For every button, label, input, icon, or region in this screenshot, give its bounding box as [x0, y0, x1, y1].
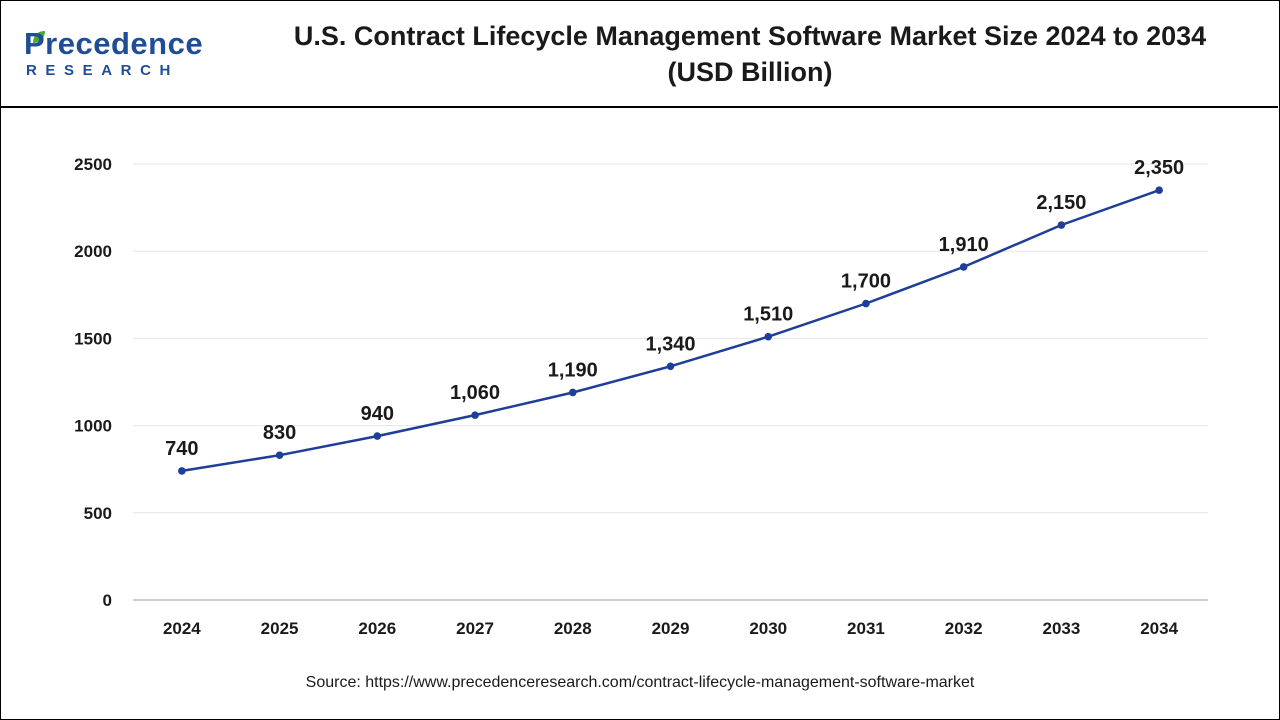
data-point	[471, 411, 479, 419]
header: Precedence RESEARCH U.S. Contract Lifecy…	[0, 0, 1278, 108]
x-tick-label: 2027	[456, 619, 494, 638]
x-tick-label: 2034	[1140, 619, 1178, 638]
data-label: 2,350	[1134, 157, 1184, 179]
data-point	[275, 451, 284, 460]
data-label: 830	[263, 422, 296, 444]
series-line	[181, 189, 1160, 473]
chart-title: U.S. Contract Lifecycle Management Softw…	[250, 18, 1250, 90]
grid-lines	[133, 163, 1208, 514]
data-labels: 740 830 940 1,060 1,190 1,340 1,510 1,700 1,910 2…	[165, 157, 1184, 460]
x-tick-label: 2033	[1042, 619, 1080, 638]
data-point	[178, 467, 186, 475]
x-tick-label: 2030	[749, 619, 787, 638]
data-point	[1057, 221, 1066, 229]
data-label: 1,340	[645, 333, 695, 355]
data-points	[178, 186, 1163, 475]
x-tick-label: 2024	[163, 619, 201, 638]
data-point	[666, 362, 675, 371]
x-tick-label: 2025	[261, 619, 299, 638]
line-chart: 0 500 1000 1500 2000 2500 2024 2025 2026 2027 2028…	[74, 155, 1208, 638]
y-tick-label: 1500	[74, 329, 112, 348]
y-tick-label: 2000	[74, 242, 112, 261]
series-line-layer	[181, 189, 1160, 473]
x-tick-label: 2032	[945, 619, 983, 638]
data-label: 940	[361, 403, 394, 425]
x-tick-label: 2031	[847, 619, 885, 638]
logo-main-text: Precedence	[24, 26, 204, 61]
y-tick-label: 1000	[74, 417, 112, 436]
data-label: 2,150	[1036, 192, 1086, 214]
data-label: 1,910	[939, 234, 989, 256]
x-tick-label: 2028	[554, 619, 592, 638]
data-label: 1,510	[743, 304, 793, 326]
chart-title-line1: U.S. Contract Lifecycle Management Softw…	[293, 21, 1207, 51]
logo-sub-text: RESEARCH	[26, 62, 179, 79]
data-label: 1,060	[450, 382, 500, 404]
data-point	[959, 263, 968, 271]
y-tick-label: 500	[84, 504, 112, 523]
source-note: Source: https://www.precedenceresearch.c…	[305, 674, 975, 691]
data-point	[764, 332, 773, 341]
x-tick-label: 2029	[652, 619, 690, 638]
data-point	[373, 432, 382, 440]
y-tick-label: 0	[103, 591, 112, 610]
data-point	[568, 388, 577, 397]
chart-title-line2: (USD Billion)	[667, 57, 833, 87]
y-tick-label: 2500	[74, 155, 112, 174]
data-label: 1,190	[548, 359, 598, 381]
leaf-icon	[33, 31, 45, 43]
x-tick-label: 2026	[358, 619, 396, 638]
data-label: 740	[165, 438, 198, 460]
axes: 0 500 1000 1500 2000 2500 2024 2025 2026 2027 2028…	[74, 155, 1208, 638]
data-point	[862, 299, 870, 308]
data-point	[1155, 186, 1163, 194]
brand-logo: Precedence RESEARCH	[20, 26, 220, 82]
data-label: 1,700	[841, 271, 891, 293]
